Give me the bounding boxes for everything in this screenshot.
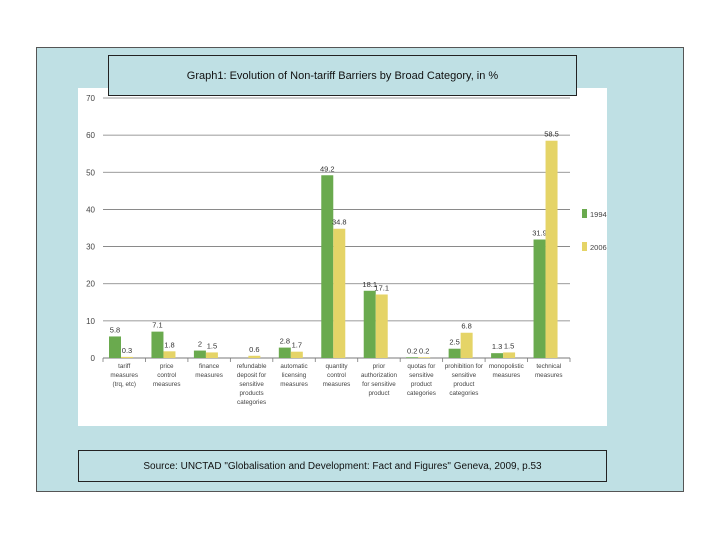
data-label: 1.3 — [492, 342, 502, 351]
category-label: tariff — [118, 363, 130, 370]
category-label: categories — [449, 390, 478, 397]
data-label: 0.2 — [419, 346, 429, 355]
bar-2006 — [545, 140, 558, 358]
bar-2006 — [375, 294, 388, 358]
source-box: Source: UNCTAD "Globalisation and Develo… — [78, 450, 607, 482]
chart-panel: 0 10 20 30 40 50 60 70 5.8 7.1 2 2.8 49.2 18.1 0.2 2.5 1… — [78, 88, 607, 426]
category-label: measures — [195, 372, 223, 379]
category-label: for sensitive — [362, 381, 396, 388]
data-label: 2.5 — [449, 338, 459, 347]
category-label: control — [327, 372, 346, 379]
legend-swatch — [582, 242, 587, 251]
category-label: quotas for — [407, 363, 435, 370]
data-label: 34.8 — [332, 218, 347, 227]
bar-2006 — [248, 355, 261, 358]
y-tick-label: 40 — [86, 205, 95, 214]
y-tick-label: 50 — [86, 168, 95, 177]
category-label: finance — [199, 363, 220, 370]
category-label: sensitive — [452, 372, 477, 379]
category-label: sensitive — [409, 372, 434, 379]
category-label: measures — [323, 381, 351, 388]
category-label: categories — [237, 399, 266, 406]
bar-2006 — [418, 357, 431, 358]
category-label: product — [368, 390, 389, 397]
bar-2006 — [503, 352, 516, 358]
data-label: 31.9 — [532, 229, 547, 238]
category-label: price — [160, 363, 174, 370]
legend-swatch — [582, 209, 587, 218]
y-tick-label: 10 — [86, 317, 95, 326]
category-label: prior — [373, 363, 386, 370]
bar-1994 — [448, 348, 461, 358]
data-label: 1.5 — [207, 341, 217, 350]
data-label: 5.8 — [110, 325, 120, 334]
bar-chart: 0 10 20 30 40 50 60 70 5.8 7.1 2 2.8 49.2 18.1 0.2 2.5 1… — [86, 94, 607, 406]
data-label: 1.7 — [292, 341, 302, 350]
bar-1994 — [321, 175, 334, 358]
data-label: 18.1 — [362, 280, 377, 289]
chart-title: Graph1: Evolution of Non-tariff Barriers… — [186, 69, 499, 82]
bar-2006 — [121, 356, 133, 358]
bar-1994 — [278, 347, 291, 358]
data-label: 1.8 — [164, 340, 174, 349]
category-label: product — [411, 381, 432, 388]
category-label: licensing — [282, 372, 307, 379]
chart-title-box: Graph1: Evolution of Non-tariff Barriers… — [108, 55, 577, 96]
category-label: measures — [535, 372, 563, 379]
category-label: deposit for — [237, 372, 266, 379]
bar-2006 — [333, 228, 346, 358]
category-label: authorization — [361, 372, 398, 379]
category-label: quantity — [325, 363, 348, 370]
category-label: control — [157, 372, 176, 379]
y-tick-label: 60 — [86, 131, 95, 140]
category-label: measures — [153, 381, 181, 388]
category-label: product — [453, 381, 474, 388]
bar-1994 — [193, 350, 206, 358]
bar-1994 — [151, 331, 164, 358]
category-label: technical — [536, 363, 561, 370]
bar-1994 — [363, 290, 376, 358]
data-label: 7.1 — [152, 321, 162, 330]
data-label: 2.8 — [280, 337, 290, 346]
bar-2006 — [205, 352, 218, 358]
bar-1994 — [406, 357, 419, 358]
category-label: (trq, etc) — [113, 381, 136, 388]
category-label: measures — [110, 372, 138, 379]
y-tick-label: 70 — [86, 94, 95, 103]
bar-2006 — [163, 351, 176, 358]
category-label: prohibition for — [445, 363, 483, 370]
bar-2006 — [290, 351, 303, 358]
data-label: 6.8 — [461, 322, 471, 331]
y-tick-label: 0 — [91, 354, 96, 363]
category-label: measures — [492, 372, 520, 379]
category-label: categories — [407, 390, 436, 397]
data-label: 58.5 — [544, 130, 559, 139]
category-label: products — [240, 390, 264, 397]
data-label: 17.1 — [374, 283, 389, 292]
data-label: 2 — [198, 340, 202, 349]
legend-label: 2006 — [590, 243, 607, 252]
category-label: automatic — [280, 363, 307, 370]
category-label: monopolistic — [489, 363, 524, 370]
data-label: 49.2 — [320, 164, 335, 173]
data-label: 1.5 — [504, 341, 514, 350]
legend-label: 1994 — [590, 210, 607, 219]
data-label: 0.6 — [249, 345, 259, 354]
category-label: refundable — [237, 363, 267, 370]
bar-2006 — [460, 332, 473, 358]
y-tick-label: 20 — [86, 280, 95, 289]
data-label: 0.3 — [122, 346, 132, 355]
bar-1994 — [109, 336, 121, 358]
bar-1994 — [533, 239, 546, 358]
category-label: sensitive — [239, 381, 264, 388]
y-tick-label: 30 — [86, 243, 95, 252]
source-note: Source: UNCTAD "Globalisation and Develo… — [143, 460, 542, 472]
bar-1994 — [491, 353, 504, 358]
category-label: measures — [280, 381, 308, 388]
data-label: 0.2 — [407, 346, 417, 355]
